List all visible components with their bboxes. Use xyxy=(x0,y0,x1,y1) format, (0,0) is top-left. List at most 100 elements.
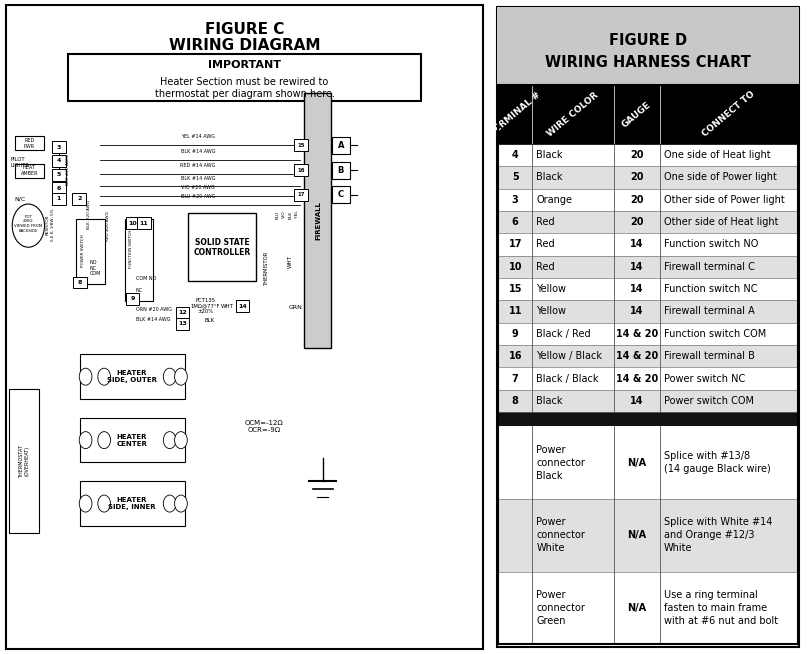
Text: Heater Section must be rewired to
thermostat per diagram shown here.: Heater Section must be rewired to thermo… xyxy=(154,77,335,99)
Bar xyxy=(80,481,185,526)
Text: PILOT
LIGHTS: PILOT LIGHTS xyxy=(10,157,30,168)
Bar xyxy=(498,188,798,211)
Bar xyxy=(15,164,44,178)
Text: 4: 4 xyxy=(512,150,519,160)
Bar xyxy=(15,136,44,150)
Text: C: C xyxy=(338,190,344,199)
Text: 14: 14 xyxy=(630,262,643,272)
Text: 17: 17 xyxy=(297,192,304,198)
Text: BLU: BLU xyxy=(275,211,279,218)
Bar xyxy=(126,293,140,305)
Bar xyxy=(498,368,798,390)
Bar xyxy=(294,164,307,176)
Text: 1: 1 xyxy=(56,196,61,201)
Text: RED #14 AWG: RED #14 AWG xyxy=(181,163,215,168)
Text: 20: 20 xyxy=(630,217,643,227)
Text: VIO #20 AWG: VIO #20 AWG xyxy=(182,185,215,190)
Text: 3: 3 xyxy=(512,195,519,205)
Text: Black / Black: Black / Black xyxy=(537,373,599,383)
Text: 14 & 20: 14 & 20 xyxy=(616,329,658,339)
Text: TERMINAL #: TERMINAL # xyxy=(488,91,542,138)
Bar xyxy=(498,426,798,499)
Bar xyxy=(498,412,798,426)
Bar xyxy=(498,390,798,412)
Circle shape xyxy=(79,368,92,385)
Bar xyxy=(498,300,798,322)
Text: B: B xyxy=(337,165,344,175)
Text: 11: 11 xyxy=(140,220,148,226)
Bar xyxy=(73,193,86,205)
Text: BLK #14 AWG: BLK #14 AWG xyxy=(181,148,215,154)
Bar xyxy=(332,137,350,154)
Bar xyxy=(304,93,331,348)
Circle shape xyxy=(174,495,187,512)
Text: 14: 14 xyxy=(630,284,643,294)
Text: WIRE COLOR: WIRE COLOR xyxy=(546,90,600,139)
Text: Black / Red: Black / Red xyxy=(537,329,591,339)
Text: Use a ring terminal
fasten to main frame
with at #6 nut and bolt: Use a ring terminal fasten to main frame… xyxy=(664,590,778,626)
Text: POWER SWITCH: POWER SWITCH xyxy=(81,234,85,267)
Bar xyxy=(73,277,87,288)
Text: N/A: N/A xyxy=(627,603,646,613)
Bar xyxy=(498,499,798,572)
Bar xyxy=(126,217,140,229)
Text: WHT: WHT xyxy=(287,255,292,268)
Text: 6: 6 xyxy=(56,186,61,191)
Text: 3: 3 xyxy=(56,145,61,150)
Bar xyxy=(498,211,798,233)
Text: Firewall terminal C: Firewall terminal C xyxy=(664,262,755,272)
Text: OCM=-12Ω
OCR=-9Ω: OCM=-12Ω OCR=-9Ω xyxy=(245,420,283,433)
Text: HEATER
SIDE, OUTER: HEATER SIDE, OUTER xyxy=(107,370,157,383)
Circle shape xyxy=(79,432,92,449)
Text: 14: 14 xyxy=(630,239,643,249)
Text: BLK: BLK xyxy=(288,211,292,218)
Text: YEL: YEL xyxy=(295,211,299,218)
Text: One side of Heat light: One side of Heat light xyxy=(664,150,771,160)
Bar xyxy=(52,182,65,194)
Text: HEATER
SIDE, INNER: HEATER SIDE, INNER xyxy=(108,497,156,510)
Text: 14: 14 xyxy=(630,307,643,317)
Text: BLU #20 AWG: BLU #20 AWG xyxy=(181,194,215,199)
Bar xyxy=(80,418,185,462)
Text: Red: Red xyxy=(537,239,555,249)
Text: 5: 5 xyxy=(512,173,519,182)
Circle shape xyxy=(163,368,176,385)
Bar xyxy=(176,307,190,318)
Text: Black: Black xyxy=(537,150,562,160)
Text: NO
NC
COM: NO NC COM xyxy=(90,260,101,277)
Text: Splice with White #14
and Orange #12/3
White: Splice with White #14 and Orange #12/3 W… xyxy=(664,517,772,553)
Bar xyxy=(236,300,249,312)
Bar xyxy=(52,141,65,153)
Text: Power
connector
Green: Power connector Green xyxy=(537,590,585,626)
Text: Orange: Orange xyxy=(537,195,572,205)
Bar xyxy=(498,144,798,166)
Text: 5: 5 xyxy=(56,172,61,177)
Text: 17: 17 xyxy=(508,239,522,249)
Text: 13: 13 xyxy=(178,321,186,326)
Text: 9: 9 xyxy=(131,296,135,301)
Text: 10: 10 xyxy=(128,220,137,226)
Text: Yellow: Yellow xyxy=(537,307,567,317)
Text: Power
connector
Black: Power connector Black xyxy=(537,445,585,481)
Text: 9: 9 xyxy=(512,329,519,339)
Text: Other side of Power light: Other side of Power light xyxy=(664,195,784,205)
Text: PCT135
1MΩ@77°F
±20%: PCT135 1MΩ@77°F ±20% xyxy=(190,298,220,314)
Text: Red: Red xyxy=(537,217,555,227)
Text: 16: 16 xyxy=(508,351,522,361)
Text: SOLID STATE
CONTROLLER: SOLID STATE CONTROLLER xyxy=(194,237,251,257)
Text: POT
20KΩ
VIEWED FROM
BACKSIDE: POT 20KΩ VIEWED FROM BACKSIDE xyxy=(15,215,43,233)
Circle shape xyxy=(98,368,111,385)
Text: 7: 7 xyxy=(512,373,519,383)
Bar xyxy=(332,186,350,203)
Text: 8: 8 xyxy=(512,396,519,406)
Text: ORN #20 AWG: ORN #20 AWG xyxy=(136,307,172,312)
Bar xyxy=(498,345,798,368)
Text: RED
PWR: RED PWR xyxy=(23,138,35,148)
Text: Power
connector
White: Power connector White xyxy=(537,517,585,553)
Text: N/A: N/A xyxy=(627,530,646,540)
Text: 16: 16 xyxy=(297,167,304,173)
Text: Splice with #13/8
(14 gauge Black wire): Splice with #13/8 (14 gauge Black wire) xyxy=(664,451,771,474)
Text: 10: 10 xyxy=(508,262,522,272)
Text: FUNCTION SWITCH: FUNCTION SWITCH xyxy=(129,230,133,267)
Text: 20: 20 xyxy=(630,150,643,160)
